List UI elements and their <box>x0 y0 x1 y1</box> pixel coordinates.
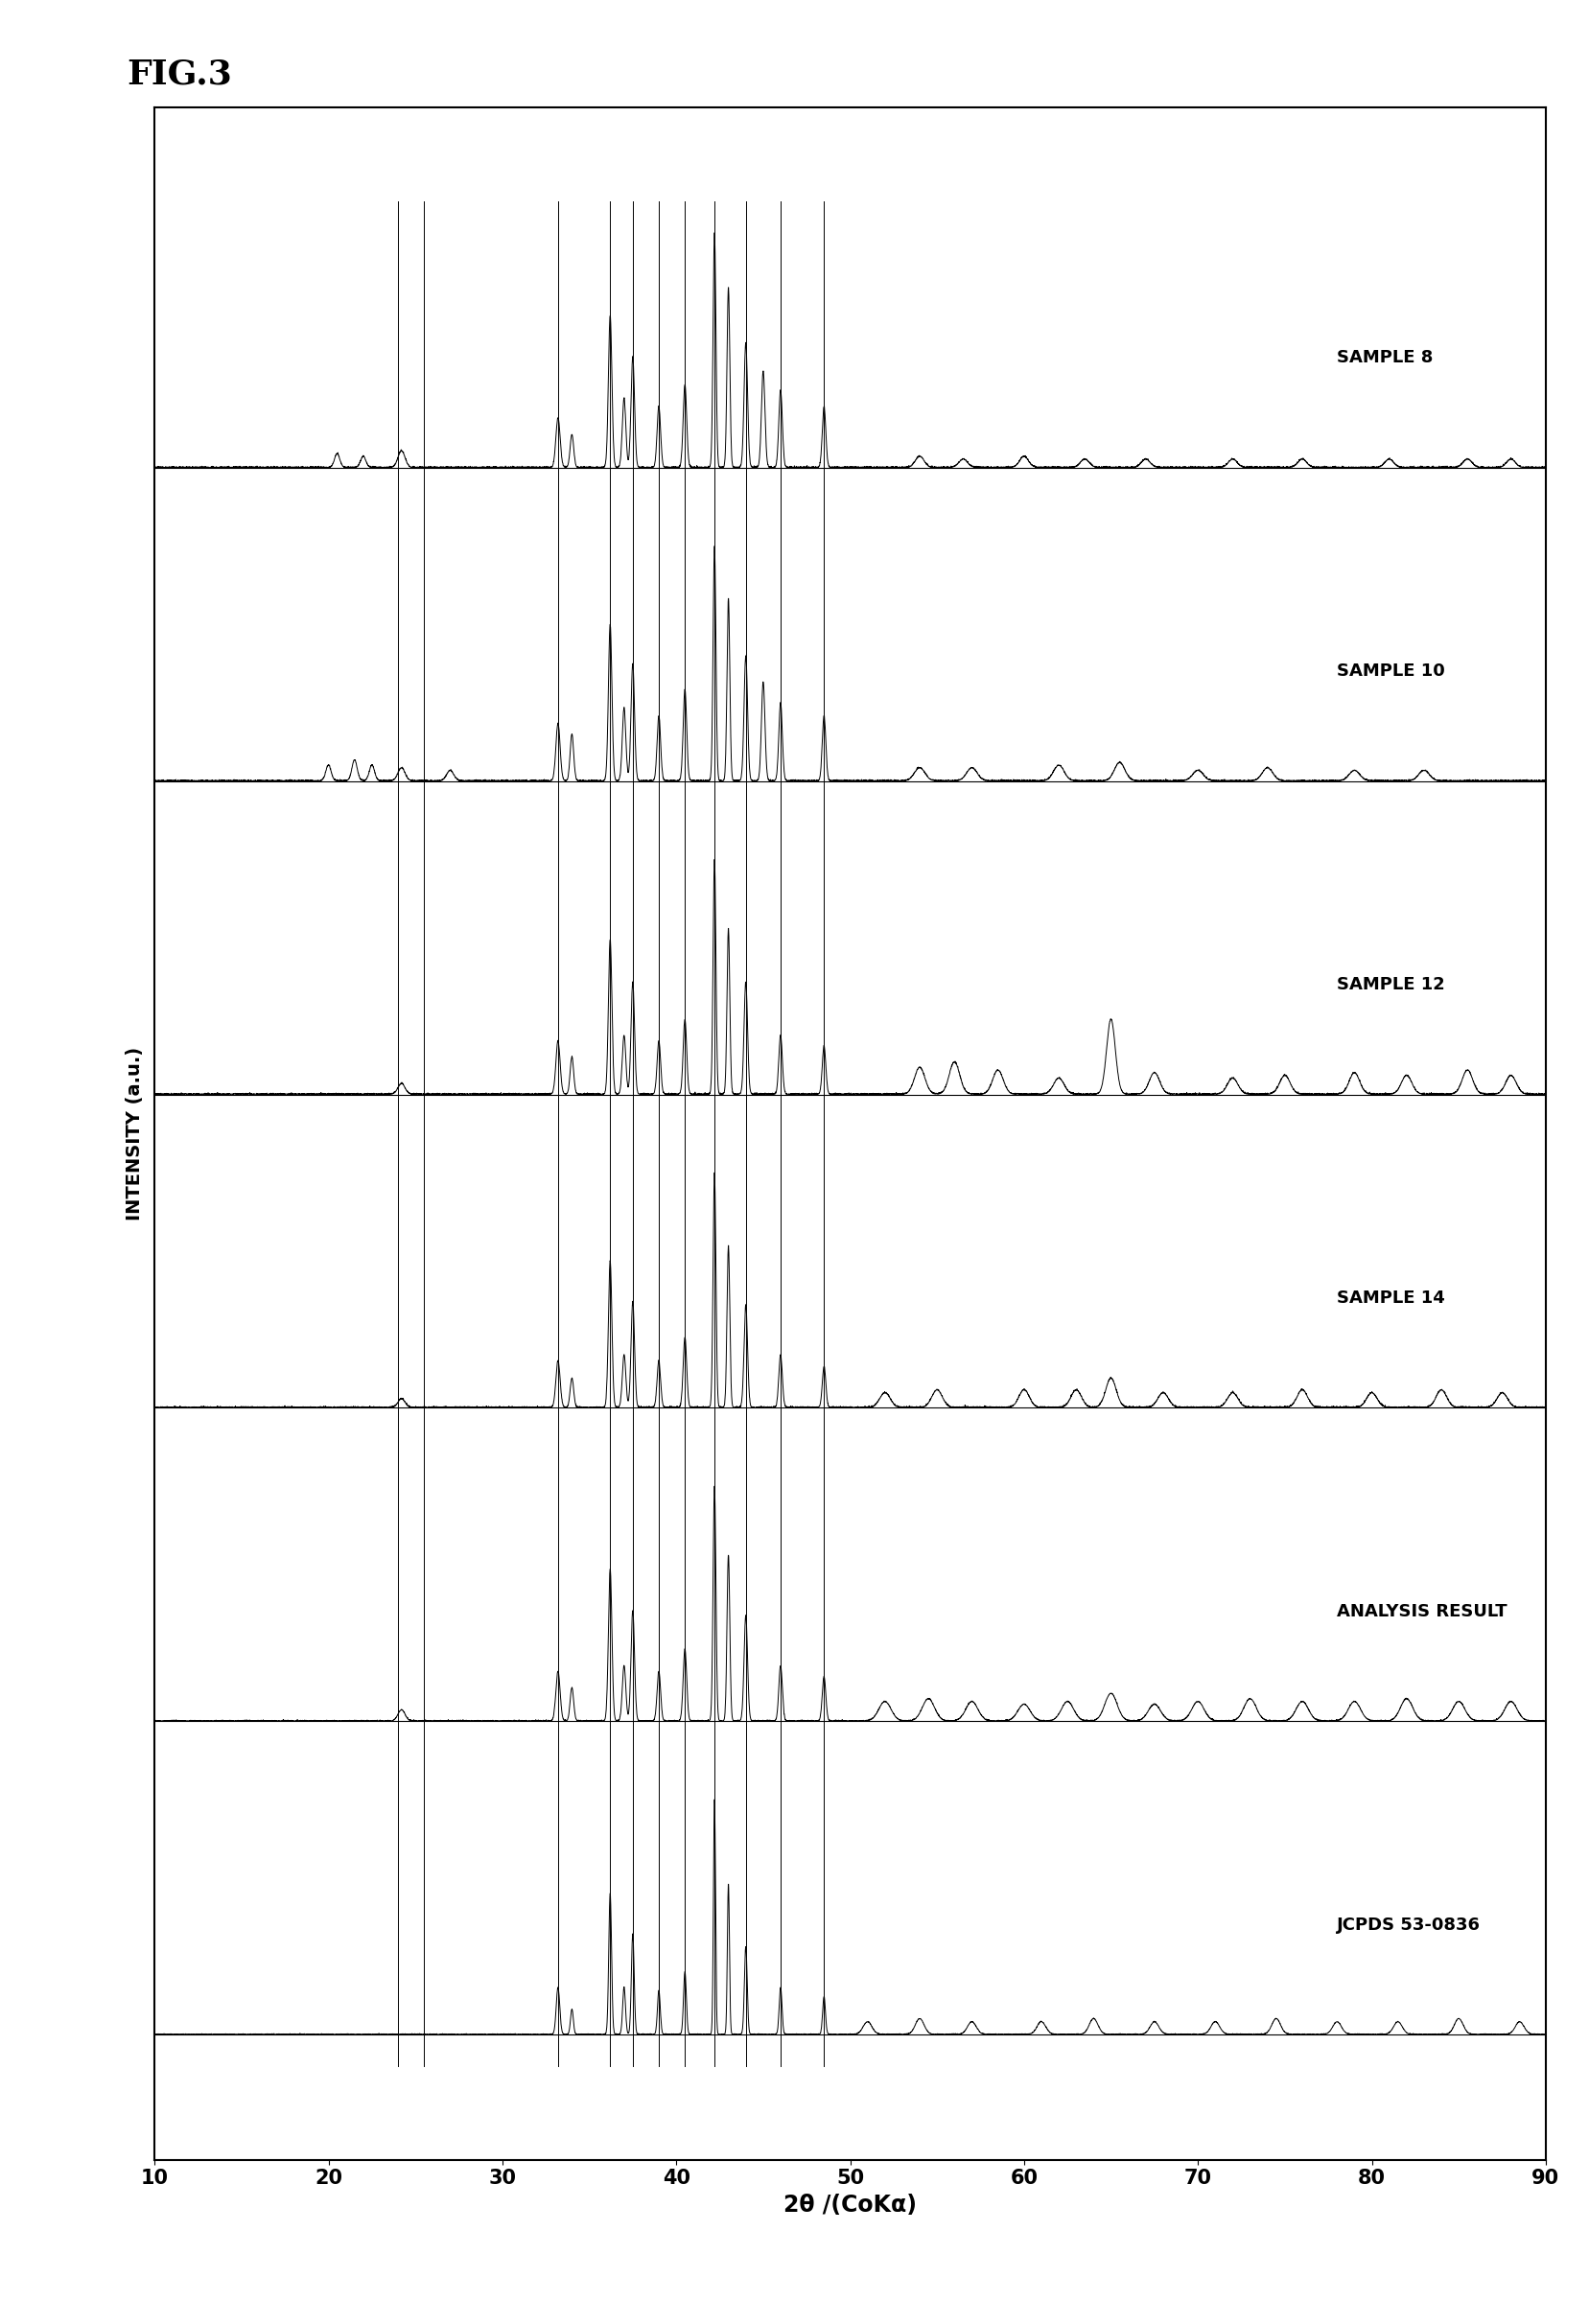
Text: SAMPLE 14: SAMPLE 14 <box>1336 1290 1444 1306</box>
Text: SAMPLE 10: SAMPLE 10 <box>1336 662 1444 681</box>
X-axis label: 2θ /(CoKα): 2θ /(CoKα) <box>783 2194 917 2217</box>
Text: SAMPLE 8: SAMPLE 8 <box>1336 349 1432 367</box>
Y-axis label: INTENSITY (a.u.): INTENSITY (a.u.) <box>126 1046 145 1220</box>
Text: ANALYSIS RESULT: ANALYSIS RESULT <box>1336 1604 1506 1620</box>
Text: FIG.3: FIG.3 <box>127 58 232 91</box>
Text: JCPDS 53-0836: JCPDS 53-0836 <box>1336 1917 1479 1934</box>
Text: SAMPLE 12: SAMPLE 12 <box>1336 976 1444 992</box>
